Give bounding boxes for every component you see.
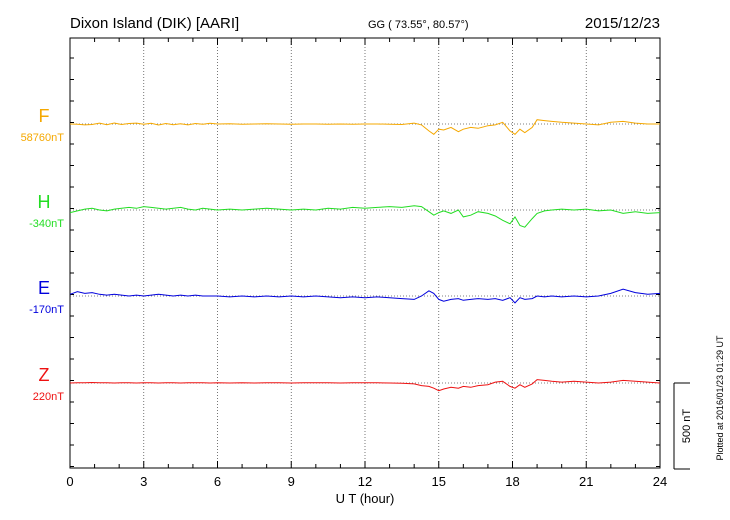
scale-bar-label: 500 nT bbox=[681, 409, 693, 444]
channel-name-h: H bbox=[38, 192, 51, 212]
x-tick-label: 21 bbox=[579, 474, 593, 489]
x-tick-label: 18 bbox=[505, 474, 519, 489]
series-line-f bbox=[69, 119, 660, 135]
grid-lines bbox=[70, 38, 660, 468]
axis-ticks bbox=[69, 38, 661, 468]
plot-frame bbox=[69, 37, 661, 469]
series-line-h bbox=[69, 205, 661, 228]
channel-name-e: E bbox=[38, 278, 50, 298]
x-tick-label: 6 bbox=[214, 474, 221, 489]
channel-labels: F 58760nT H -340nT E -170nT Z 220nT bbox=[21, 106, 65, 403]
x-tick-label: 15 bbox=[432, 474, 446, 489]
series-lines bbox=[69, 119, 661, 392]
x-axis-label: U T (hour) bbox=[336, 491, 395, 506]
chart-date: 2015/12/23 bbox=[585, 15, 660, 32]
station-title: Dixon Island (DIK) [AARI] bbox=[70, 15, 239, 32]
x-tick-labels: 0 3 6 9 12 15 18 21 24 bbox=[66, 474, 667, 489]
x-tick-label: 3 bbox=[140, 474, 147, 489]
plotted-at-note: Plotted at 2016/01/23 01:29 UT bbox=[715, 335, 725, 461]
channel-baseline-z: 220nT bbox=[33, 391, 64, 403]
channel-name-z: Z bbox=[39, 365, 50, 385]
channel-baseline-e: -170nT bbox=[29, 304, 64, 316]
x-tick-label: 12 bbox=[358, 474, 372, 489]
channel-baseline-f: 58760nT bbox=[21, 132, 65, 144]
series-line-e bbox=[69, 288, 661, 304]
series-line-z bbox=[69, 379, 661, 392]
station-coordinates: GG ( 73.55°, 80.57°) bbox=[368, 19, 469, 31]
x-tick-label: 9 bbox=[288, 474, 295, 489]
x-tick-label: 24 bbox=[653, 474, 667, 489]
x-tick-label: 0 bbox=[66, 474, 73, 489]
channel-name-f: F bbox=[39, 106, 50, 126]
channel-baseline-h: -340nT bbox=[29, 218, 64, 230]
scale-bar: 500 nT bbox=[673, 382, 693, 470]
